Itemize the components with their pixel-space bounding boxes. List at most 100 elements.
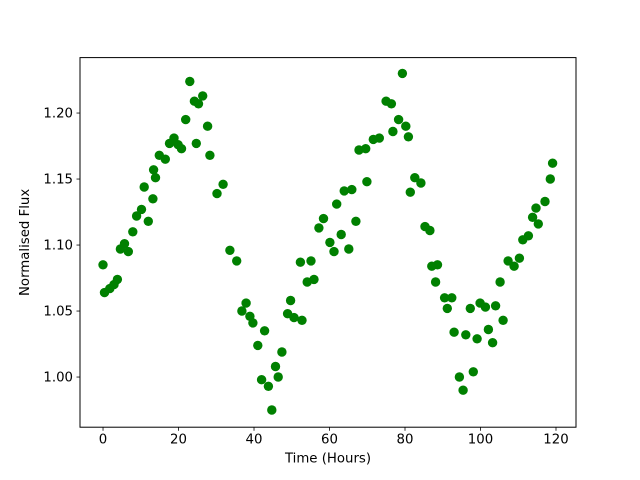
data-point: [176, 144, 187, 154]
x-tick-label: 20: [170, 433, 187, 448]
data-point: [344, 244, 354, 254]
data-point: [514, 253, 525, 263]
data-point: [241, 298, 251, 308]
data-point: [128, 227, 138, 237]
data-point: [405, 187, 415, 197]
data-point: [461, 330, 471, 340]
y-tick-label: 1.15: [43, 173, 73, 188]
data-point: [277, 347, 287, 357]
data-point: [267, 405, 277, 415]
data-point: [540, 196, 550, 207]
data-point: [351, 216, 361, 226]
data-point: [202, 121, 213, 131]
data-point: [374, 133, 384, 143]
data-point: [533, 219, 543, 229]
data-point: [397, 68, 408, 79]
data-point: [205, 150, 215, 160]
data-point: [487, 338, 498, 348]
data-point: [449, 327, 459, 337]
data-point: [237, 306, 247, 316]
data-point: [148, 194, 158, 204]
data-points-layer: [98, 68, 558, 415]
data-point: [480, 302, 491, 312]
data-point: [483, 324, 494, 335]
data-point: [198, 91, 208, 101]
data-point: [150, 173, 161, 183]
data-point: [547, 158, 558, 168]
data-point: [181, 114, 191, 125]
data-point: [225, 245, 235, 255]
data-point: [325, 237, 335, 248]
data-point: [361, 144, 371, 154]
data-point: [193, 99, 204, 109]
data-point: [509, 261, 519, 271]
x-tick-label: 80: [397, 433, 414, 448]
data-point: [416, 178, 426, 188]
data-point: [430, 277, 441, 287]
data-point: [339, 186, 349, 196]
data-point: [306, 256, 316, 266]
data-point: [139, 182, 149, 192]
data-point: [314, 223, 324, 233]
data-point: [309, 274, 319, 285]
data-point: [447, 293, 457, 303]
data-point: [212, 188, 222, 199]
data-point: [136, 204, 147, 215]
data-point: [218, 179, 228, 189]
y-tick-label: 1.20: [43, 107, 73, 122]
data-point: [248, 318, 258, 328]
data-point: [98, 260, 108, 270]
data-point: [295, 257, 306, 267]
y-tick-label: 1.00: [43, 371, 73, 386]
data-point: [318, 213, 329, 224]
data-point: [256, 375, 267, 385]
data-point: [263, 381, 274, 391]
data-point: [123, 246, 133, 257]
data-point: [289, 312, 299, 323]
data-point: [495, 277, 505, 287]
y-tick-label: 1.05: [43, 305, 73, 320]
data-point: [472, 334, 482, 344]
data-point: [527, 212, 538, 222]
data-point: [498, 315, 508, 325]
data-point: [403, 132, 414, 142]
y-axis-label: Normalised Flux: [18, 189, 33, 296]
data-point: [273, 372, 283, 382]
data-point: [425, 225, 435, 236]
data-point: [336, 229, 346, 240]
data-point: [386, 99, 397, 109]
data-point: [458, 385, 468, 395]
data-point: [545, 174, 555, 184]
data-point: [468, 367, 478, 377]
x-axis-label: Time (Hours): [284, 452, 371, 467]
data-point: [119, 239, 130, 249]
data-point: [388, 126, 398, 137]
data-point: [531, 203, 541, 213]
data-point: [297, 315, 307, 325]
data-point: [253, 340, 263, 351]
data-point: [270, 361, 281, 372]
data-point: [259, 326, 270, 336]
x-tick-label: 0: [99, 433, 107, 448]
data-point: [362, 177, 372, 187]
x-tick-label: 60: [321, 433, 338, 448]
ticks-layer: 0 20 40 60 80 100 120 1.00 1.05 1.10 1.15 1.20: [43, 107, 568, 448]
data-point: [143, 216, 153, 226]
data-point: [439, 293, 450, 303]
plot-frame: [79, 57, 577, 428]
data-point: [432, 260, 443, 270]
data-point: [329, 246, 339, 257]
data-point: [401, 121, 411, 131]
data-point: [393, 114, 404, 125]
data-point: [160, 154, 170, 164]
data-point: [332, 199, 342, 209]
data-point: [347, 184, 357, 195]
data-point: [410, 173, 420, 183]
x-tick-label: 120: [543, 433, 568, 448]
data-point: [191, 138, 201, 149]
data-point: [185, 76, 195, 87]
data-point: [285, 295, 296, 306]
data-point: [454, 372, 465, 382]
